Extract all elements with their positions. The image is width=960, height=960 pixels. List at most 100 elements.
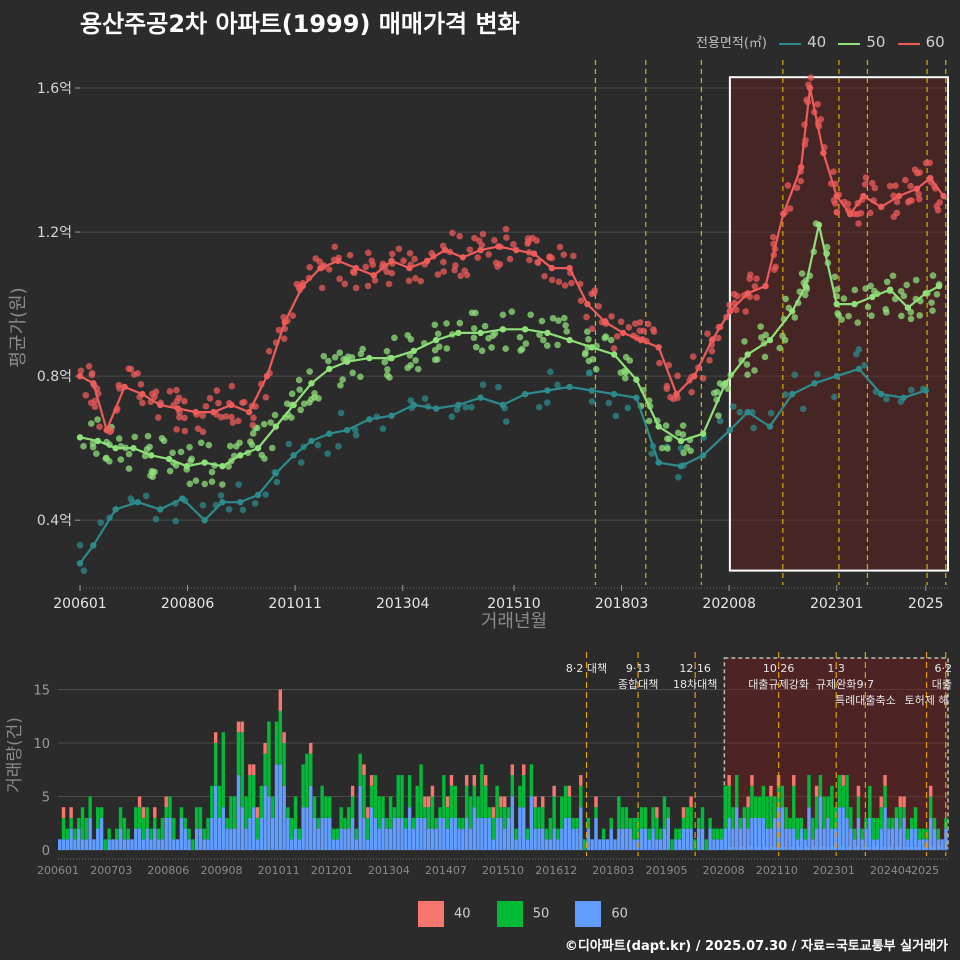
volume-bar bbox=[107, 839, 111, 850]
price-point bbox=[838, 316, 845, 323]
volume-bar bbox=[814, 785, 819, 797]
price-point bbox=[526, 256, 533, 264]
volume-bar bbox=[423, 817, 427, 850]
volume-bar bbox=[757, 796, 762, 818]
volume-bar bbox=[270, 796, 275, 818]
policy-annotation: 규제완화 bbox=[816, 678, 856, 691]
price-point bbox=[470, 325, 478, 332]
volume-bar bbox=[856, 817, 861, 850]
volume-bar bbox=[134, 828, 138, 850]
price-series-point bbox=[424, 257, 431, 265]
price-point bbox=[562, 321, 569, 329]
price-series-point bbox=[521, 390, 529, 398]
volume-bar bbox=[461, 817, 465, 829]
price-point bbox=[194, 425, 202, 432]
price-point bbox=[172, 462, 180, 469]
policy-annotation: 9·13 bbox=[626, 662, 651, 675]
volume-bar bbox=[522, 775, 526, 808]
price-point bbox=[142, 492, 150, 500]
volume-bar bbox=[563, 785, 568, 818]
price-point bbox=[548, 276, 556, 284]
volume-xtick-label: 200601 bbox=[37, 864, 79, 877]
price-xtick-label: 201803 bbox=[595, 596, 648, 612]
price-point bbox=[324, 450, 331, 457]
price-series-point bbox=[708, 336, 716, 344]
volume-bar bbox=[126, 828, 130, 840]
volume-bar bbox=[183, 828, 187, 850]
volume-bar bbox=[868, 817, 872, 850]
volume-bar bbox=[940, 839, 944, 850]
price-point bbox=[612, 412, 620, 420]
volume-bar bbox=[366, 839, 370, 850]
volume-bar bbox=[396, 817, 400, 850]
price-point bbox=[262, 491, 269, 498]
price-series-point bbox=[477, 394, 484, 401]
price-point bbox=[273, 478, 281, 486]
price-point bbox=[584, 328, 591, 335]
volume-bar bbox=[742, 817, 747, 850]
volume-bar bbox=[172, 839, 176, 850]
volume-bar bbox=[168, 796, 172, 818]
price-ytick-label: 1.2억 bbox=[37, 225, 72, 241]
price-point bbox=[240, 398, 248, 406]
volume-bar bbox=[426, 807, 431, 829]
price-point bbox=[656, 359, 663, 367]
volume-bar bbox=[198, 828, 203, 850]
price-series-point bbox=[677, 437, 685, 445]
volume-bar bbox=[385, 828, 389, 850]
volume-bar bbox=[244, 796, 248, 829]
volume-bar bbox=[754, 796, 758, 818]
volume-bar bbox=[620, 807, 625, 829]
price-point bbox=[448, 413, 456, 421]
price-point bbox=[625, 324, 633, 331]
volume-bar bbox=[624, 828, 629, 850]
price-point bbox=[714, 334, 722, 342]
chart-title: 용산주공2차 아파트(1999) 매매가격 변화 bbox=[80, 10, 520, 38]
volume-bar bbox=[331, 839, 336, 850]
volume-bar bbox=[818, 796, 823, 850]
volume-bar bbox=[655, 817, 659, 840]
volume-bar bbox=[217, 817, 222, 850]
price-series-point bbox=[744, 290, 751, 297]
price-point bbox=[102, 455, 110, 462]
volume-bar bbox=[579, 785, 583, 808]
volume-bar bbox=[255, 807, 260, 818]
price-point bbox=[893, 209, 901, 217]
price-point bbox=[186, 443, 193, 451]
volume-bar bbox=[491, 817, 496, 840]
volume-bar bbox=[442, 817, 446, 850]
volume-bar bbox=[613, 839, 617, 850]
volume-bar bbox=[807, 807, 811, 850]
volume-bar bbox=[647, 828, 651, 840]
price-point bbox=[134, 370, 141, 377]
volume-bar bbox=[229, 828, 233, 850]
volume-bar bbox=[826, 796, 830, 818]
price-point bbox=[527, 311, 534, 319]
price-point bbox=[807, 74, 815, 81]
price-point bbox=[268, 444, 276, 452]
price-point bbox=[217, 492, 225, 499]
volume-bar bbox=[765, 796, 769, 829]
volume-bar bbox=[213, 785, 218, 850]
price-series-line bbox=[79, 87, 945, 434]
volume-bar bbox=[868, 785, 872, 818]
price-point bbox=[314, 441, 322, 449]
policy-annotation: 대출 bbox=[932, 678, 952, 691]
volume-bar bbox=[61, 839, 66, 850]
price-y-axis-label: 평균가(원) bbox=[8, 287, 29, 367]
price-point bbox=[688, 388, 695, 396]
volume-bar bbox=[293, 828, 298, 850]
volume-bar bbox=[354, 828, 359, 840]
volume-bar bbox=[898, 796, 902, 808]
volume-bar bbox=[312, 796, 317, 818]
volume-bar bbox=[301, 764, 305, 808]
price-point bbox=[658, 444, 666, 452]
price-series-point bbox=[833, 192, 840, 200]
price-point bbox=[831, 273, 839, 281]
price-point bbox=[543, 342, 551, 349]
volume-bar bbox=[738, 817, 743, 829]
price-xtick-label: 202008 bbox=[702, 596, 755, 612]
volume-bar bbox=[388, 828, 393, 850]
volume-bar bbox=[396, 775, 400, 818]
price-point bbox=[201, 480, 209, 488]
